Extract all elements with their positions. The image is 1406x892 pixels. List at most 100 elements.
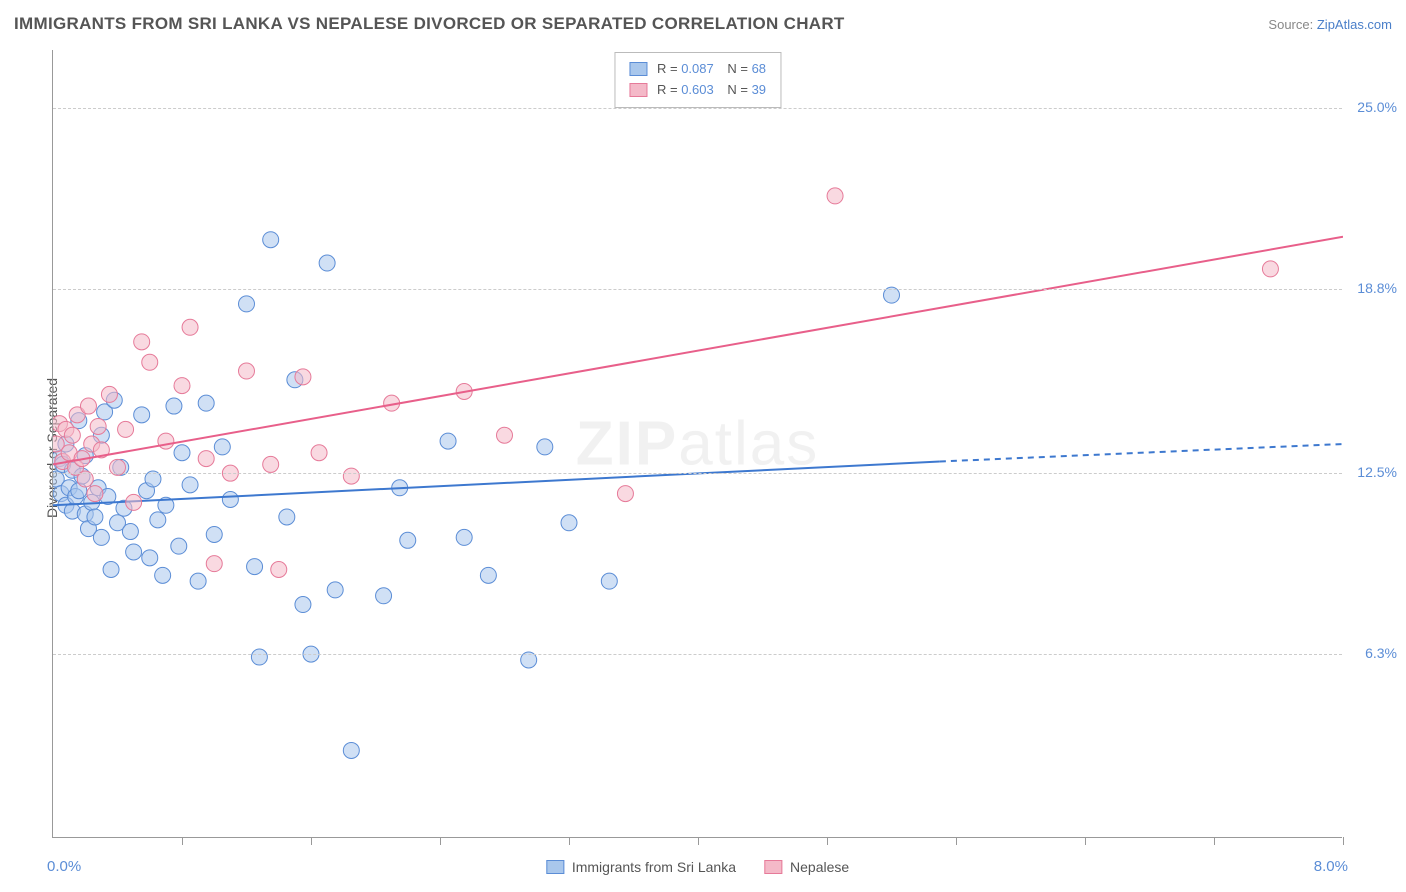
legend-r-label: R = 0.603	[657, 80, 714, 101]
legend-r-value: 0.603	[681, 82, 714, 97]
scatter-point-nepalese	[497, 427, 513, 443]
scatter-point-nepalese	[87, 486, 103, 502]
scatter-point-sri_lanka	[103, 561, 119, 577]
x-tick	[956, 837, 957, 845]
y-tick-label: 12.5%	[1357, 464, 1397, 480]
scatter-point-sri_lanka	[601, 573, 617, 589]
x-tick	[827, 837, 828, 845]
scatter-point-nepalese	[827, 188, 843, 204]
scatter-point-sri_lanka	[198, 395, 214, 411]
scatter-point-sri_lanka	[190, 573, 206, 589]
scatter-point-nepalese	[343, 468, 359, 484]
scatter-point-sri_lanka	[263, 232, 279, 248]
scatter-point-sri_lanka	[400, 532, 416, 548]
scatter-point-nepalese	[311, 445, 327, 461]
scatter-point-sri_lanka	[480, 567, 496, 583]
scatter-point-nepalese	[182, 319, 198, 335]
scatter-point-nepalese	[295, 369, 311, 385]
source-link[interactable]: ZipAtlas.com	[1317, 17, 1392, 32]
legend-r-label: R = 0.087	[657, 59, 714, 80]
legend-swatch-pink	[629, 83, 647, 97]
series-legend: Immigrants from Sri Lanka Nepalese	[546, 859, 849, 875]
x-tick	[1085, 837, 1086, 845]
chart-title: IMMIGRANTS FROM SRI LANKA VS NEPALESE DI…	[14, 14, 845, 34]
x-tick	[440, 837, 441, 845]
scatter-point-sri_lanka	[150, 512, 166, 528]
scatter-point-nepalese	[101, 386, 117, 402]
scatter-point-sri_lanka	[440, 433, 456, 449]
scatter-point-sri_lanka	[155, 567, 171, 583]
legend-n-label: N = 68	[724, 59, 766, 80]
source-text: Source: ZipAtlas.com	[1268, 17, 1392, 32]
series-legend-label: Nepalese	[790, 859, 849, 875]
x-tick	[311, 837, 312, 845]
plot-svg	[53, 50, 1343, 838]
scatter-point-sri_lanka	[174, 445, 190, 461]
scatter-point-sri_lanka	[239, 296, 255, 312]
scatter-point-nepalese	[158, 433, 174, 449]
scatter-point-nepalese	[174, 378, 190, 394]
legend-n-value: 68	[752, 61, 766, 76]
grid-line	[53, 473, 1342, 474]
scatter-point-sri_lanka	[93, 529, 109, 545]
scatter-point-sri_lanka	[319, 255, 335, 271]
scatter-point-nepalese	[617, 486, 633, 502]
x-axis-max-label: 8.0%	[1314, 858, 1348, 875]
scatter-point-sri_lanka	[206, 526, 222, 542]
scatter-point-sri_lanka	[561, 515, 577, 531]
x-tick	[182, 837, 183, 845]
scatter-point-nepalese	[239, 363, 255, 379]
scatter-point-sri_lanka	[295, 597, 311, 613]
trend-line-sri_lanka-dashed	[940, 444, 1343, 462]
scatter-point-nepalese	[142, 354, 158, 370]
plot-area: ZIPatlas R = 0.087 N = 68 R = 0.603 N = …	[52, 50, 1342, 838]
scatter-point-sri_lanka	[142, 550, 158, 566]
scatter-point-sri_lanka	[247, 559, 263, 575]
title-bar: IMMIGRANTS FROM SRI LANKA VS NEPALESE DI…	[14, 14, 1392, 34]
scatter-point-nepalese	[263, 456, 279, 472]
x-tick	[1214, 837, 1215, 845]
legend-row-nepalese: R = 0.603 N = 39	[629, 80, 766, 101]
scatter-point-sri_lanka	[222, 491, 238, 507]
grid-line	[53, 289, 1342, 290]
y-tick-label: 6.3%	[1365, 645, 1397, 661]
scatter-point-nepalese	[80, 398, 96, 414]
scatter-point-sri_lanka	[251, 649, 267, 665]
grid-line	[53, 108, 1342, 109]
scatter-point-sri_lanka	[122, 524, 138, 540]
correlation-legend: R = 0.087 N = 68 R = 0.603 N = 39	[614, 52, 781, 108]
legend-swatch-blue	[629, 62, 647, 76]
series-legend-item: Immigrants from Sri Lanka	[546, 859, 736, 875]
scatter-point-sri_lanka	[134, 407, 150, 423]
scatter-point-sri_lanka	[182, 477, 198, 493]
scatter-point-nepalese	[206, 556, 222, 572]
scatter-point-nepalese	[198, 451, 214, 467]
scatter-point-nepalese	[90, 418, 106, 434]
legend-row-sri-lanka: R = 0.087 N = 68	[629, 59, 766, 80]
chart-container: IMMIGRANTS FROM SRI LANKA VS NEPALESE DI…	[0, 0, 1406, 892]
legend-swatch-blue	[546, 860, 564, 874]
grid-line	[53, 654, 1342, 655]
y-tick-label: 25.0%	[1357, 99, 1397, 115]
scatter-point-sri_lanka	[214, 439, 230, 455]
x-tick	[1343, 837, 1344, 845]
scatter-point-sri_lanka	[87, 509, 103, 525]
scatter-point-sri_lanka	[327, 582, 343, 598]
scatter-point-sri_lanka	[456, 529, 472, 545]
legend-n-value: 39	[752, 82, 766, 97]
scatter-point-nepalese	[64, 427, 80, 443]
scatter-point-sri_lanka	[376, 588, 392, 604]
trend-line-nepalese	[53, 237, 1343, 465]
series-legend-label: Immigrants from Sri Lanka	[572, 859, 736, 875]
legend-swatch-pink	[764, 860, 782, 874]
y-tick-label: 18.8%	[1357, 280, 1397, 296]
x-tick	[698, 837, 699, 845]
x-tick	[569, 837, 570, 845]
scatter-point-nepalese	[118, 421, 134, 437]
scatter-point-sri_lanka	[171, 538, 187, 554]
scatter-point-nepalese	[271, 561, 287, 577]
scatter-point-sri_lanka	[126, 544, 142, 560]
scatter-point-sri_lanka	[537, 439, 553, 455]
scatter-point-sri_lanka	[166, 398, 182, 414]
scatter-point-sri_lanka	[279, 509, 295, 525]
